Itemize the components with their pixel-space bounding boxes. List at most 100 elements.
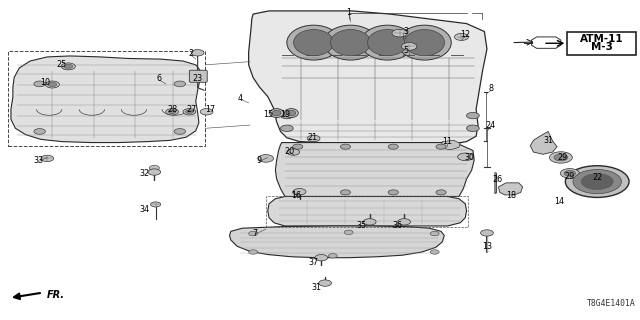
Circle shape [436,144,446,149]
Text: 8: 8 [488,84,493,93]
Text: 23: 23 [193,74,203,83]
Text: 26: 26 [492,175,502,184]
Text: 12: 12 [460,30,470,39]
Circle shape [430,250,439,254]
Text: 34: 34 [140,205,150,214]
Circle shape [61,63,76,70]
Text: FR.: FR. [47,290,65,300]
Circle shape [292,190,303,195]
Circle shape [564,171,575,176]
Circle shape [191,50,204,56]
Ellipse shape [361,25,414,60]
Text: 29: 29 [564,172,575,181]
Circle shape [200,108,213,115]
Circle shape [397,219,410,225]
FancyBboxPatch shape [567,32,636,55]
Circle shape [248,231,257,236]
Circle shape [287,149,300,155]
Text: 4: 4 [238,94,243,103]
Text: 6: 6 [157,74,162,83]
Circle shape [364,219,376,225]
Circle shape [45,81,60,88]
Text: 1: 1 [346,8,351,17]
Circle shape [401,43,417,50]
Text: 10: 10 [40,78,50,87]
FancyBboxPatch shape [189,70,207,82]
Text: 2: 2 [189,49,194,58]
Circle shape [554,154,568,161]
Text: 17: 17 [205,105,216,114]
Text: 25: 25 [57,60,67,69]
Text: 27: 27 [186,105,196,114]
Text: 22: 22 [592,173,602,182]
Circle shape [64,64,73,69]
Text: 30: 30 [465,153,475,162]
Text: 14: 14 [554,197,564,206]
Circle shape [150,202,161,207]
Polygon shape [531,132,557,154]
Text: M-3: M-3 [591,42,612,52]
Circle shape [467,125,479,132]
Circle shape [454,33,468,40]
Text: 21: 21 [307,133,317,142]
Circle shape [186,110,193,114]
Text: 31: 31 [543,136,553,145]
Circle shape [174,81,186,87]
Circle shape [258,155,273,162]
Polygon shape [275,142,474,196]
Text: 24: 24 [486,121,496,130]
Circle shape [467,112,479,119]
Ellipse shape [294,29,333,56]
Circle shape [388,190,398,195]
Circle shape [328,253,337,258]
Circle shape [166,108,179,115]
Ellipse shape [287,110,296,116]
Circle shape [340,144,351,149]
Circle shape [344,230,353,235]
Circle shape [34,81,45,87]
Circle shape [280,125,293,132]
Text: 37: 37 [308,258,319,267]
Text: 29: 29 [557,153,567,162]
Text: 15: 15 [262,109,273,118]
Polygon shape [499,183,523,195]
Circle shape [280,112,293,119]
Ellipse shape [284,108,298,117]
Circle shape [292,144,303,149]
Text: 32: 32 [140,169,150,178]
Circle shape [183,108,196,115]
Text: 28: 28 [167,105,177,114]
Text: 36: 36 [393,221,403,230]
Ellipse shape [397,25,451,60]
Circle shape [549,152,572,163]
Text: 7: 7 [252,229,257,238]
Text: 20: 20 [284,147,294,156]
Circle shape [293,188,306,195]
Circle shape [481,230,493,236]
Circle shape [168,110,176,114]
Circle shape [560,169,579,178]
Circle shape [307,135,320,142]
Circle shape [319,280,332,286]
Circle shape [340,190,351,195]
Circle shape [436,190,446,195]
Text: 16: 16 [291,191,301,200]
Ellipse shape [330,29,371,56]
Circle shape [149,165,159,171]
Circle shape [315,254,328,261]
Text: T8G4E1401A: T8G4E1401A [587,299,636,308]
Circle shape [148,169,161,175]
Circle shape [430,231,439,236]
Circle shape [392,29,407,37]
Circle shape [573,170,621,194]
Ellipse shape [367,29,408,56]
Text: 13: 13 [482,242,492,251]
Text: 18: 18 [506,191,516,200]
Text: 31: 31 [312,283,322,292]
Ellipse shape [404,29,445,56]
Circle shape [388,144,398,149]
Polygon shape [248,11,487,145]
Text: 3: 3 [404,27,408,36]
Text: ATM-11: ATM-11 [580,35,623,44]
Ellipse shape [287,25,340,60]
